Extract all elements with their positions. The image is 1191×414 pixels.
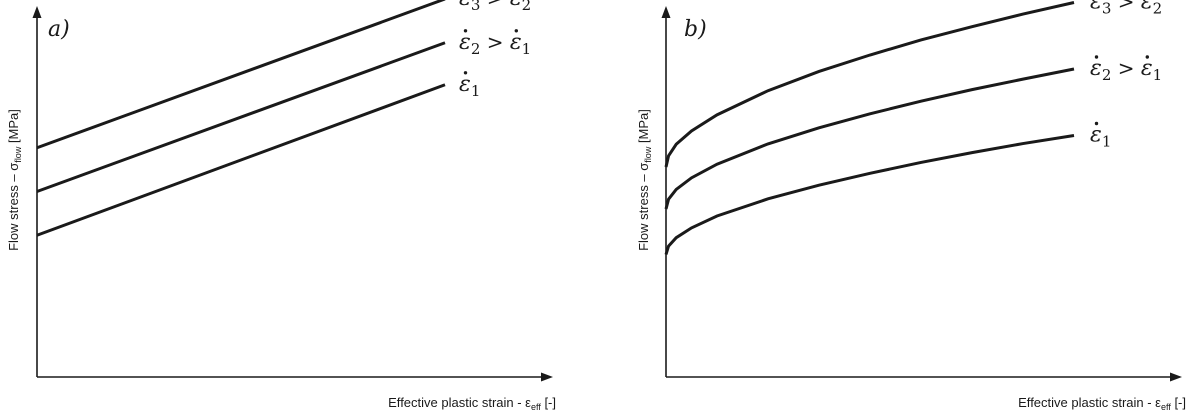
- y-axis-arrow: [32, 6, 42, 18]
- series-label-3: ε3 > ε2: [459, 0, 531, 14]
- series-line-3: [664, 1, 1075, 168]
- series-label-1: ε1: [1090, 123, 1111, 151]
- x-axis-title: Effective plastic strain - εeff [-]: [388, 395, 556, 412]
- series-label-2: ε2 > ε1: [1090, 56, 1162, 84]
- chart-panel-b: b) Flow stress – σflow [MPa] Effective p…: [636, 0, 1186, 412]
- series-label-3: ε3 > ε2: [1090, 0, 1162, 18]
- y-axis-title: Flow stress – σflow [MPa]: [636, 109, 653, 251]
- series-lines: [664, 1, 1075, 255]
- chart-panel-a: a) Flow stress – σflow [MPa] Effective p…: [6, 0, 556, 412]
- x-axis-title: Effective plastic strain - εeff [-]: [1018, 395, 1186, 412]
- series-line-2: [36, 41, 446, 193]
- series-lines: [36, 0, 446, 237]
- panel-label: b): [684, 17, 707, 42]
- series-line-3: [36, 0, 446, 150]
- derivative-dot: [514, 29, 518, 33]
- derivative-dot: [463, 71, 468, 75]
- y-axis-title: Flow stress – σflow [MPa]: [6, 109, 23, 251]
- series-labels: ε3 > ε2 ε2 > ε1 ε1: [1090, 0, 1162, 151]
- series-line-1: [664, 134, 1075, 255]
- x-axis-arrow: [1170, 372, 1182, 382]
- panel-label: a): [48, 17, 70, 42]
- derivative-dot: [463, 29, 468, 33]
- derivative-dot: [1145, 55, 1150, 59]
- series-labels: ε3 > ε2 ε2 > ε1 ε1: [459, 0, 531, 100]
- series-label-1: ε1: [459, 72, 480, 100]
- derivative-dot: [1094, 55, 1099, 59]
- derivative-dot: [1094, 121, 1099, 126]
- series-line-1: [36, 83, 446, 237]
- series-line-2: [664, 67, 1075, 210]
- x-axis-arrow: [541, 372, 553, 382]
- series-label-2: ε2 > ε1: [459, 30, 531, 58]
- y-axis-arrow: [661, 6, 671, 18]
